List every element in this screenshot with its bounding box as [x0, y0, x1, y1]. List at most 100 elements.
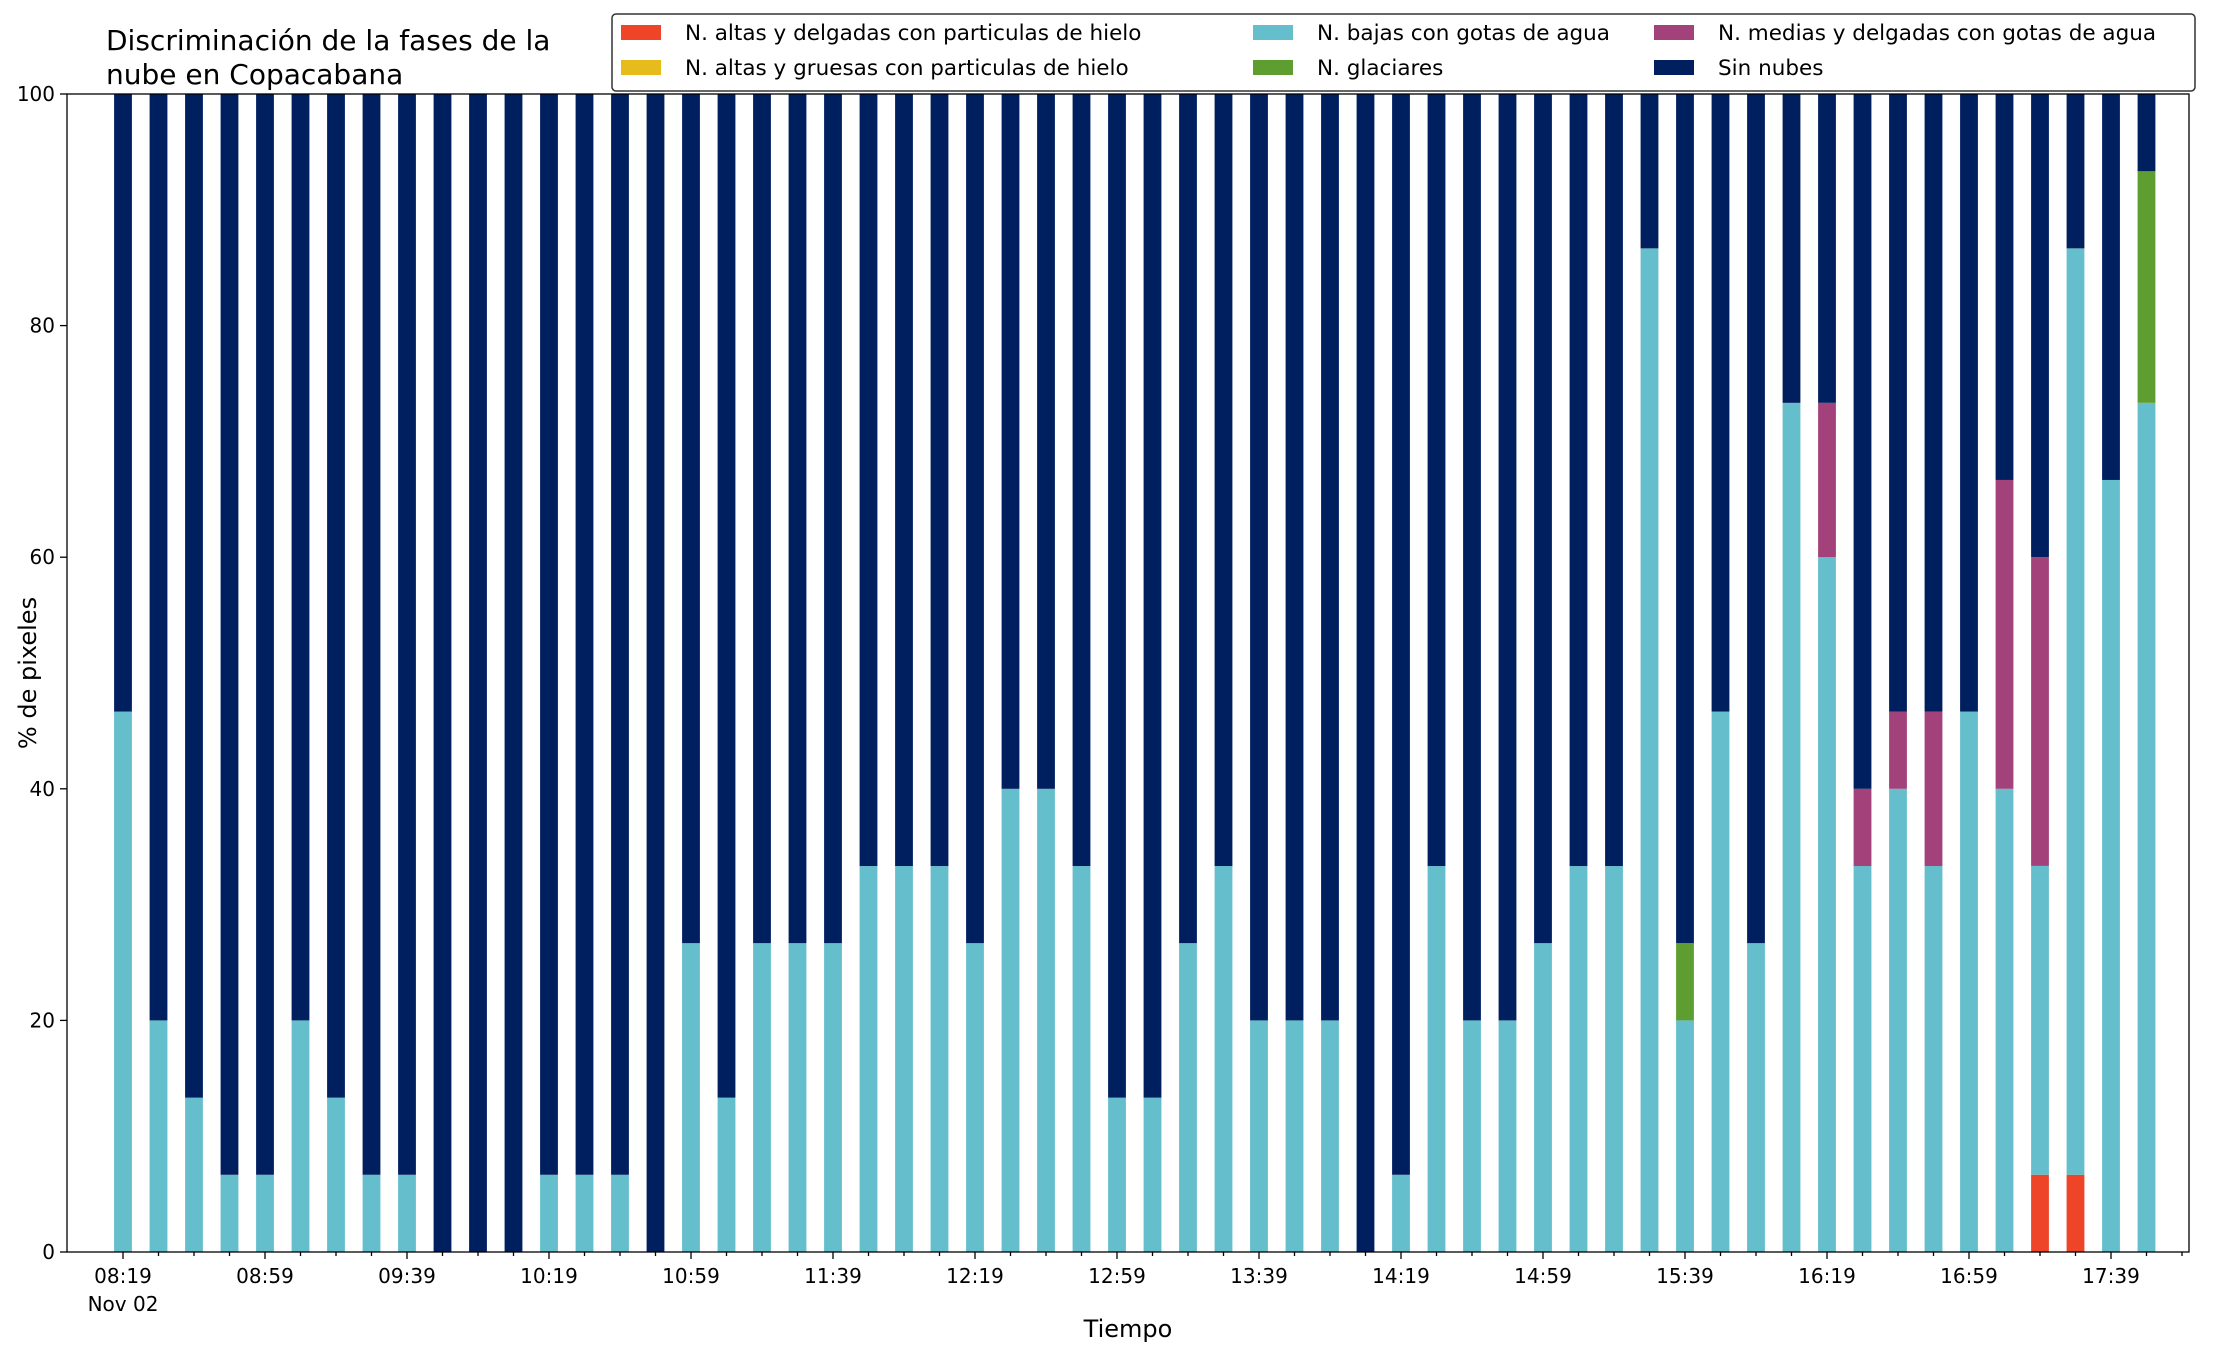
bar-segment-2-33 [1285, 1020, 1304, 1252]
bar-segment-5-12 [540, 94, 558, 1175]
bar-segment-2-32 [1250, 1020, 1268, 1252]
bar-segment-5-31 [1214, 94, 1233, 867]
bar-segment-5-20 [824, 94, 842, 944]
bar-segment-5-44 [1676, 94, 1694, 944]
chart-title-line: Discriminación de la fases de la [106, 24, 550, 57]
bar-segment-5-9 [433, 94, 452, 1252]
x-tick-label: 09:39 [378, 1264, 436, 1288]
bar-segment-2-2 [185, 1097, 203, 1252]
bar-segment-5-38 [1463, 94, 1481, 1021]
legend-label-0: N. altas y delgadas con particulas de hi… [685, 21, 1141, 46]
bar-segment-5-13 [575, 94, 594, 1175]
bar-segment-2-54 [2031, 865, 2049, 1175]
bar-segment-2-0 [114, 711, 132, 1252]
bar-segment-5-26 [1037, 94, 1055, 789]
bar-segment-5-50 [1889, 94, 1907, 712]
bar-segment-5-35 [1356, 94, 1375, 1252]
bar-segment-5-18 [753, 94, 771, 944]
bar-segment-5-17 [717, 94, 736, 1098]
bar-segment-5-23 [930, 94, 949, 867]
bar-segment-2-4 [256, 1174, 274, 1252]
bar-segment-2-47 [1782, 402, 1801, 1253]
bar-segment-2-46 [1747, 943, 1765, 1252]
bar-segment-2-41 [1569, 866, 1588, 1252]
x-tick-label: 12:59 [1088, 1264, 1146, 1288]
y-tick-label: 40 [30, 777, 55, 801]
bar-segment-2-44 [1676, 1020, 1694, 1252]
bar-segment-5-29 [1143, 94, 1162, 1098]
x-date-label: Nov 02 [88, 1292, 159, 1316]
x-tick-label: 12:19 [946, 1264, 1004, 1288]
bar-segment-5-32 [1250, 94, 1268, 1021]
bar-segment-5-16 [682, 94, 700, 944]
bar-segment-5-3 [220, 94, 239, 1175]
bar-segment-2-52 [1960, 711, 1978, 1252]
y-axis-title: % de pixeles [14, 597, 42, 749]
bar-segment-5-19 [788, 94, 807, 944]
bar-segment-5-28 [1108, 94, 1126, 1098]
bar-segment-2-53 [1995, 788, 2014, 1252]
bar-segment-3-44 [1676, 943, 1694, 1021]
bar-segment-5-34 [1321, 94, 1339, 1021]
legend-label-3: N. glaciares [1317, 56, 1443, 81]
bar-segment-2-23 [930, 866, 949, 1252]
bar-segment-2-51 [1924, 866, 1943, 1252]
bar-segment-5-10 [469, 94, 487, 1252]
bar-segment-5-47 [1782, 94, 1801, 403]
legend-label-1: N. altas y gruesas con particulas de hie… [685, 56, 1129, 81]
bar-segment-5-24 [966, 94, 984, 944]
legend-label-4: N. medias y delgadas con gotas de agua [1718, 21, 2156, 46]
bar-segment-2-48 [1818, 557, 1836, 1252]
y-tick-label: 0 [42, 1240, 55, 1264]
bar-segment-5-25 [1001, 94, 1020, 789]
bar-segment-2-26 [1037, 788, 1055, 1252]
bar-segment-2-42 [1605, 866, 1623, 1252]
x-tick-label: 14:19 [1372, 1264, 1430, 1288]
bar-segment-5-57 [2137, 94, 2156, 172]
x-tick-label: 11:39 [804, 1264, 862, 1288]
bar-segment-5-30 [1179, 94, 1197, 944]
x-tick-label: 15:39 [1656, 1264, 1714, 1288]
bar-segment-2-40 [1534, 943, 1552, 1252]
bar-segment-2-8 [398, 1174, 416, 1252]
bar-segment-2-7 [362, 1174, 381, 1252]
bar-segment-2-45 [1711, 711, 1730, 1252]
bar-segment-5-39 [1498, 94, 1517, 1021]
bar-segment-5-52 [1960, 94, 1978, 712]
x-tick-label: 08:19 [94, 1264, 152, 1288]
y-tick-label: 100 [17, 82, 55, 106]
bar-segment-2-30 [1179, 943, 1197, 1252]
bar-segment-2-13 [575, 1174, 594, 1252]
bar-segment-5-55 [2066, 94, 2085, 249]
bar-segment-2-3 [220, 1174, 239, 1252]
x-tick-label: 14:59 [1514, 1264, 1572, 1288]
x-tick-label: 17:39 [2082, 1264, 2140, 1288]
x-tick-label: 13:39 [1230, 1264, 1288, 1288]
bar-segment-2-21 [859, 866, 878, 1252]
legend-label-5: Sin nubes [1718, 56, 1823, 81]
bar-segment-5-49 [1853, 94, 1872, 789]
legend-swatch-2 [1253, 25, 1293, 40]
bar-segment-2-14 [611, 1174, 629, 1252]
bar-segment-4-53 [1995, 479, 2014, 789]
bar-segment-2-20 [824, 943, 842, 1252]
bar-segment-2-34 [1321, 1020, 1339, 1252]
bar-segment-5-40 [1534, 94, 1552, 944]
bar-segment-5-6 [327, 94, 345, 1098]
legend-swatch-5 [1654, 60, 1694, 75]
bar-segment-4-48 [1818, 402, 1836, 558]
legend-swatch-1 [621, 60, 661, 75]
bar-segment-2-29 [1143, 1097, 1162, 1252]
bar-segment-5-33 [1285, 94, 1304, 1021]
bar-segment-0-54 [2031, 1174, 2049, 1252]
bar-segment-4-51 [1924, 711, 1943, 867]
bar-segment-2-56 [2102, 479, 2120, 1253]
y-tick-label: 60 [30, 545, 55, 569]
bar-segment-5-36 [1392, 94, 1410, 1175]
bar-segment-2-36 [1392, 1174, 1410, 1252]
bar-segment-5-56 [2102, 94, 2120, 480]
bar-segment-4-54 [2031, 557, 2049, 866]
bar-segment-2-57 [2137, 402, 2156, 1253]
